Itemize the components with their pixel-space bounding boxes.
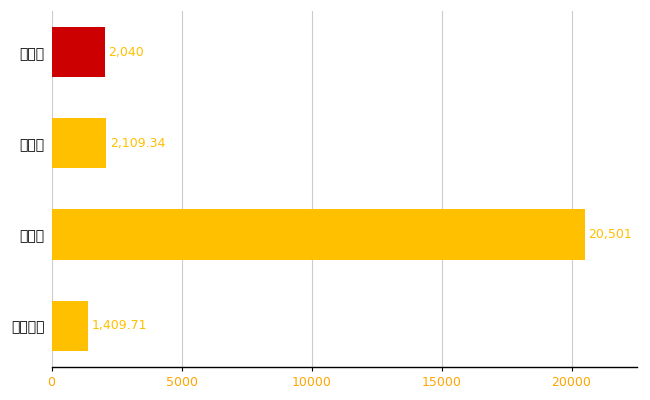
Text: 2,109.34: 2,109.34 xyxy=(111,137,166,150)
Bar xyxy=(51,118,107,168)
Bar xyxy=(51,300,88,351)
Text: 1,409.71: 1,409.71 xyxy=(92,319,148,332)
Text: 2,040: 2,040 xyxy=(109,46,144,59)
Bar xyxy=(51,27,105,77)
Text: 20,501: 20,501 xyxy=(588,228,632,241)
Bar xyxy=(51,210,584,260)
